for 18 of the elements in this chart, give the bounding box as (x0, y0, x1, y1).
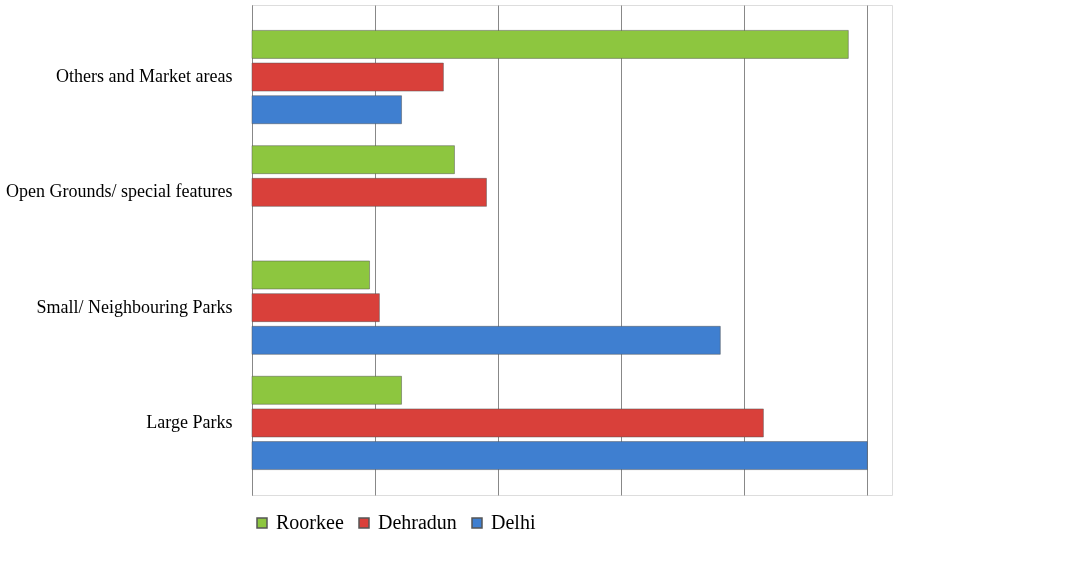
bar (251, 441, 868, 470)
bar (251, 178, 487, 207)
bar (251, 408, 764, 438)
bar (251, 95, 402, 124)
y-tick-label: Large Parks (146, 411, 233, 432)
bar (251, 145, 455, 174)
bar (251, 293, 380, 322)
bar (251, 376, 402, 405)
legend-label: Roorkee (276, 511, 344, 533)
bar (251, 326, 721, 355)
bar (251, 30, 849, 59)
y-tick-label: Small/ Neighbouring Parks (36, 296, 233, 317)
legend-label: Dehradun (378, 511, 457, 533)
bar (251, 62, 444, 92)
y-tick-label: Open Grounds/ special features (6, 181, 233, 202)
bar (251, 260, 370, 290)
y-tick-label: Others and Market areas (56, 66, 233, 87)
legend-label: Delhi (491, 511, 536, 533)
